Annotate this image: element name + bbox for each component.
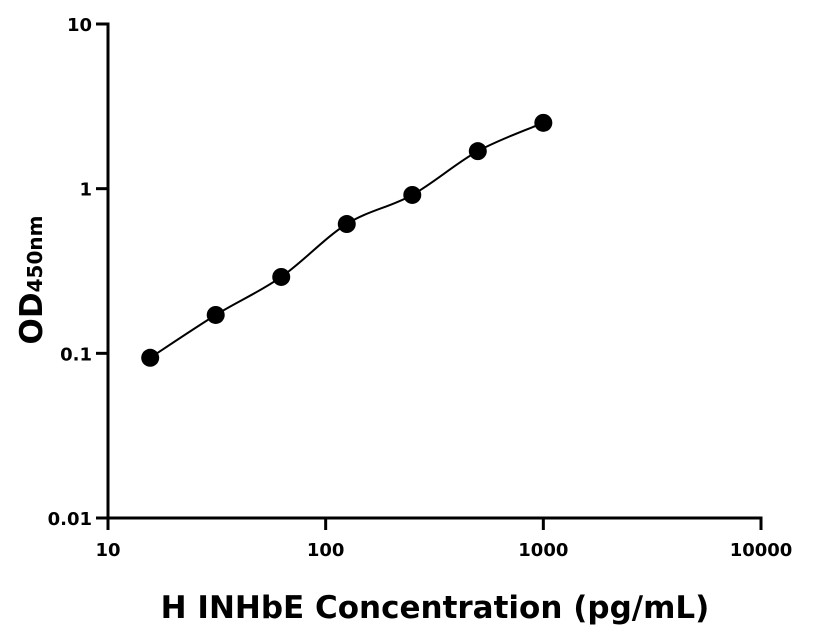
data-point bbox=[141, 348, 160, 367]
y-axis-title-main: OD bbox=[14, 292, 50, 344]
data-point bbox=[206, 305, 225, 324]
data-point bbox=[468, 142, 487, 161]
data-point bbox=[337, 215, 356, 234]
x-tick-label: 100 bbox=[307, 540, 345, 561]
y-tick-label: 0.1 bbox=[60, 344, 92, 365]
x-tick-label: 1000 bbox=[518, 540, 568, 561]
y-tick-label: 10 bbox=[67, 15, 92, 36]
data-point bbox=[534, 113, 553, 132]
data-point bbox=[272, 267, 291, 286]
y-tick-label: 0.01 bbox=[48, 509, 92, 530]
data-point bbox=[403, 185, 422, 204]
y-tick-label: 1 bbox=[79, 180, 92, 201]
y-axis-title: OD450nm bbox=[14, 216, 50, 345]
fit-curve bbox=[149, 121, 544, 359]
y-axis-title-subscript: 450nm bbox=[23, 216, 47, 293]
x-tick-label: 10 bbox=[95, 540, 120, 561]
x-axis-title: H INHbE Concentration (pg/mL) bbox=[161, 590, 710, 626]
x-tick-label: 10000 bbox=[730, 540, 793, 561]
